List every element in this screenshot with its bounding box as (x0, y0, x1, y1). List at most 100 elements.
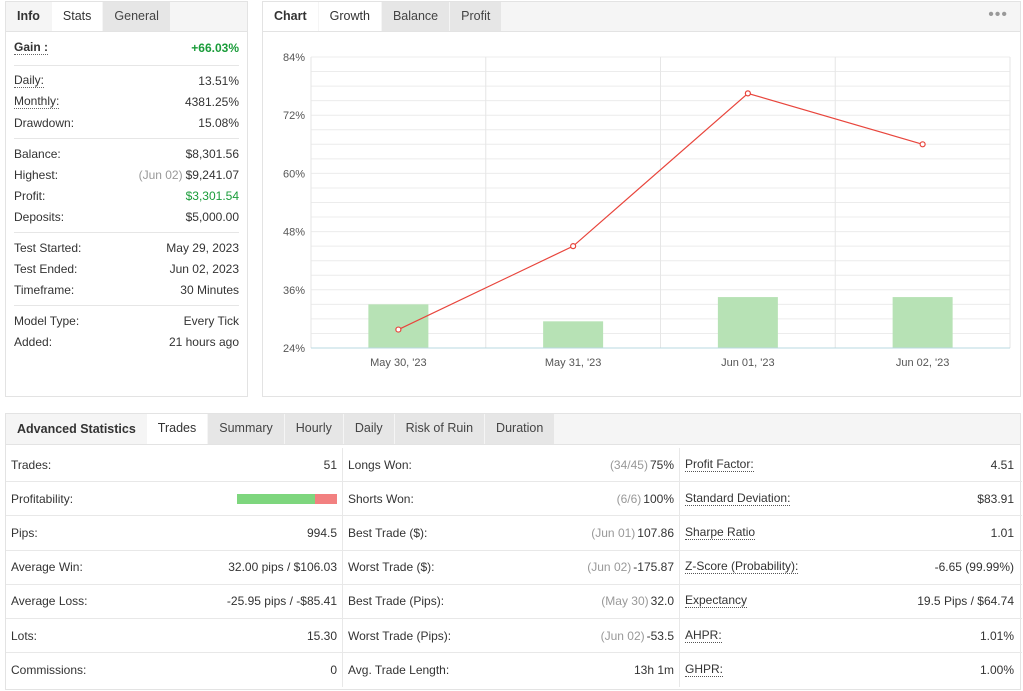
stat-value: $5,000.00 (186, 210, 239, 224)
advanced-statistics-panel: Advanced Statistics Trades Summary Hourly D… (5, 413, 1022, 690)
stat-label: Avg. Trade Length: (348, 663, 450, 678)
stat-row-added: Added: 21 hours ago (14, 331, 239, 352)
x-tick-label: May 31, '23 (545, 357, 602, 369)
tab-trades[interactable]: Trades (146, 414, 209, 444)
stat-value: (6/6) 100% (617, 492, 674, 506)
y-tick-label: 24% (283, 343, 305, 355)
profitability-bar (237, 493, 337, 504)
stat-value: 32.00 pips / $106.03 (228, 560, 337, 574)
stat-value: 19.5 Pips / $64.74 (917, 594, 1014, 608)
stat-value-text: 19.5 Pips / $64.74 (917, 594, 1014, 609)
stat-label: Test Started: (14, 240, 82, 255)
stat-cell-average-win: Average Win: 32.00 pips / $106.03 (6, 550, 343, 584)
stat-value: 1.01 (991, 526, 1014, 540)
advanced-statistics-title: Advanced Statistics (6, 414, 147, 444)
stat-label: Deposits: (14, 209, 65, 224)
growth-point (744, 90, 751, 97)
table-row: Average Win: 32.00 pips / $106.03 Worst Tr… (6, 550, 1022, 585)
tab-profit[interactable]: Profit (450, 2, 503, 31)
stat-value-text: -25.95 pips / -$85.41 (226, 594, 337, 609)
growth-point (395, 326, 402, 333)
stat-value: 13h 1m (634, 663, 674, 677)
more-options-icon[interactable]: ••• (988, 6, 1008, 23)
info-panel: Info Stats General Gain : +66.03% Daily:… (5, 1, 248, 397)
stat-label: Best Trade ($): (348, 525, 428, 540)
tab-general[interactable]: General (103, 2, 171, 31)
stat-label[interactable]: GHPR: (685, 662, 724, 678)
stat-label[interactable]: Z-Score (Probability): (685, 559, 799, 575)
stat-value: $8,301.56 (186, 147, 239, 161)
stat-row-timeframe: Timeframe: 30 Minutes (14, 279, 239, 300)
stat-note: (Jun 01) (591, 525, 636, 540)
stat-label[interactable]: Standard Deviation: (685, 490, 791, 506)
stat-label: Test Ended: (14, 261, 78, 276)
stat-label: Daily: (14, 72, 45, 88)
table-row: Profitability: Shorts Won: (6/6) 100% Standa… (6, 482, 1022, 517)
stat-value-text: 15.08% (198, 115, 239, 130)
stat-value-text: $8,301.56 (185, 146, 239, 161)
stat-value-text: 1.01% (979, 628, 1014, 643)
tab-summary[interactable]: Summary (208, 414, 285, 444)
stat-note: (34/45) (609, 457, 648, 472)
stat-cell-commissions: Commissions: 0 (6, 653, 343, 688)
stat-value-text: $3,301.54 (185, 188, 239, 203)
stat-value-text: 13h 1m (633, 663, 674, 678)
table-row: Commissions: 0 Avg. Trade Length: 13h 1m GHP… (6, 653, 1022, 688)
stat-value: 51 (324, 458, 337, 472)
divider (14, 138, 239, 139)
divider (14, 305, 239, 306)
stat-value-text: 15.30 (306, 628, 337, 643)
tab-growth[interactable]: Growth (318, 2, 382, 31)
stat-value-text: 32.0 (650, 594, 674, 609)
tab-risk-of-ruin[interactable]: Risk of Ruin (394, 414, 486, 444)
tab-daily[interactable]: Daily (343, 414, 395, 444)
profitability-loss-fill (315, 493, 337, 504)
stat-row-drawdown: Drawdown: 15.08% (14, 112, 239, 133)
stat-label: Longs Won: (348, 457, 412, 472)
tab-hourly[interactable]: Hourly (284, 414, 344, 444)
stat-cell-expectancy: Expectancy 19.5 Pips / $64.74 (680, 585, 1022, 618)
stat-cell-avg-trade-length: Avg. Trade Length: 13h 1m (343, 653, 680, 688)
stat-value-text: 107.86 (637, 525, 674, 540)
stat-cell-profit-factor: Profit Factor: 4.51 (680, 448, 1022, 481)
tab-balance[interactable]: Balance (381, 2, 451, 31)
stat-label: Pips: (11, 525, 38, 540)
stat-label[interactable]: Expectancy (685, 593, 748, 609)
tab-duration[interactable]: Duration (485, 414, 556, 444)
growth-line (398, 92, 923, 331)
stat-label[interactable]: Profit Factor: (685, 456, 754, 472)
growth-point (919, 141, 926, 148)
stat-label: Highest: (14, 167, 59, 182)
y-tick-label: 72% (283, 110, 305, 122)
stat-value: 21 hours ago (169, 335, 239, 349)
growth-chart: 24% 36% 48% 60% 72% 84% May 30, '23 May 31, '23… (283, 52, 1011, 369)
table-row: Average Loss: -25.95 pips / -$85.41 Best T… (6, 584, 1022, 619)
table-row: Lots: 15.30 Worst Trade (Pips): (Jun 02) -53… (6, 618, 1022, 654)
stat-value-text: 1.01 (990, 525, 1014, 540)
stat-label: Model Type: (14, 313, 80, 328)
stat-value: 0 (330, 663, 337, 677)
stat-label[interactable]: AHPR: (685, 627, 722, 643)
stat-value-text: $9,241.07 (185, 167, 239, 182)
growth-point (570, 243, 577, 250)
tab-info[interactable]: Info (6, 2, 52, 31)
stat-cell-best-trade: Best Trade ($): (Jun 01) 107.86 (343, 516, 680, 550)
stat-value-text: 994.5 (306, 525, 337, 540)
stat-value: 1.00% (980, 663, 1014, 677)
advanced-tabs: Advanced Statistics Trades Summary Hourly D… (6, 414, 1020, 445)
stat-value-text: 30 Minutes (180, 282, 239, 297)
tab-stats[interactable]: Stats (51, 2, 104, 31)
gain-label: Gain : (14, 40, 49, 55)
stat-value-text: 13.51% (198, 73, 239, 88)
stat-label[interactable]: Sharpe Ratio (685, 524, 756, 540)
stat-value: (May 30) 32.0 (601, 594, 674, 608)
chart-panel: Chart Growth Balance Profit ••• 24% 36% 48… (262, 1, 1021, 397)
stat-cell-z-score-probability: Z-Score (Probability): -6.65 (99.99%) (680, 551, 1022, 584)
stat-value: -6.65 (99.99%) (935, 560, 1014, 574)
stat-value: Every Tick (184, 314, 239, 328)
gain-row: Gain : +66.03% (14, 36, 239, 60)
stat-value: 15.08% (198, 116, 239, 130)
stat-value-text: 0 (330, 663, 337, 678)
stat-cell-pips: Pips: 994.5 (6, 516, 343, 550)
tab-chart[interactable]: Chart (263, 2, 319, 31)
